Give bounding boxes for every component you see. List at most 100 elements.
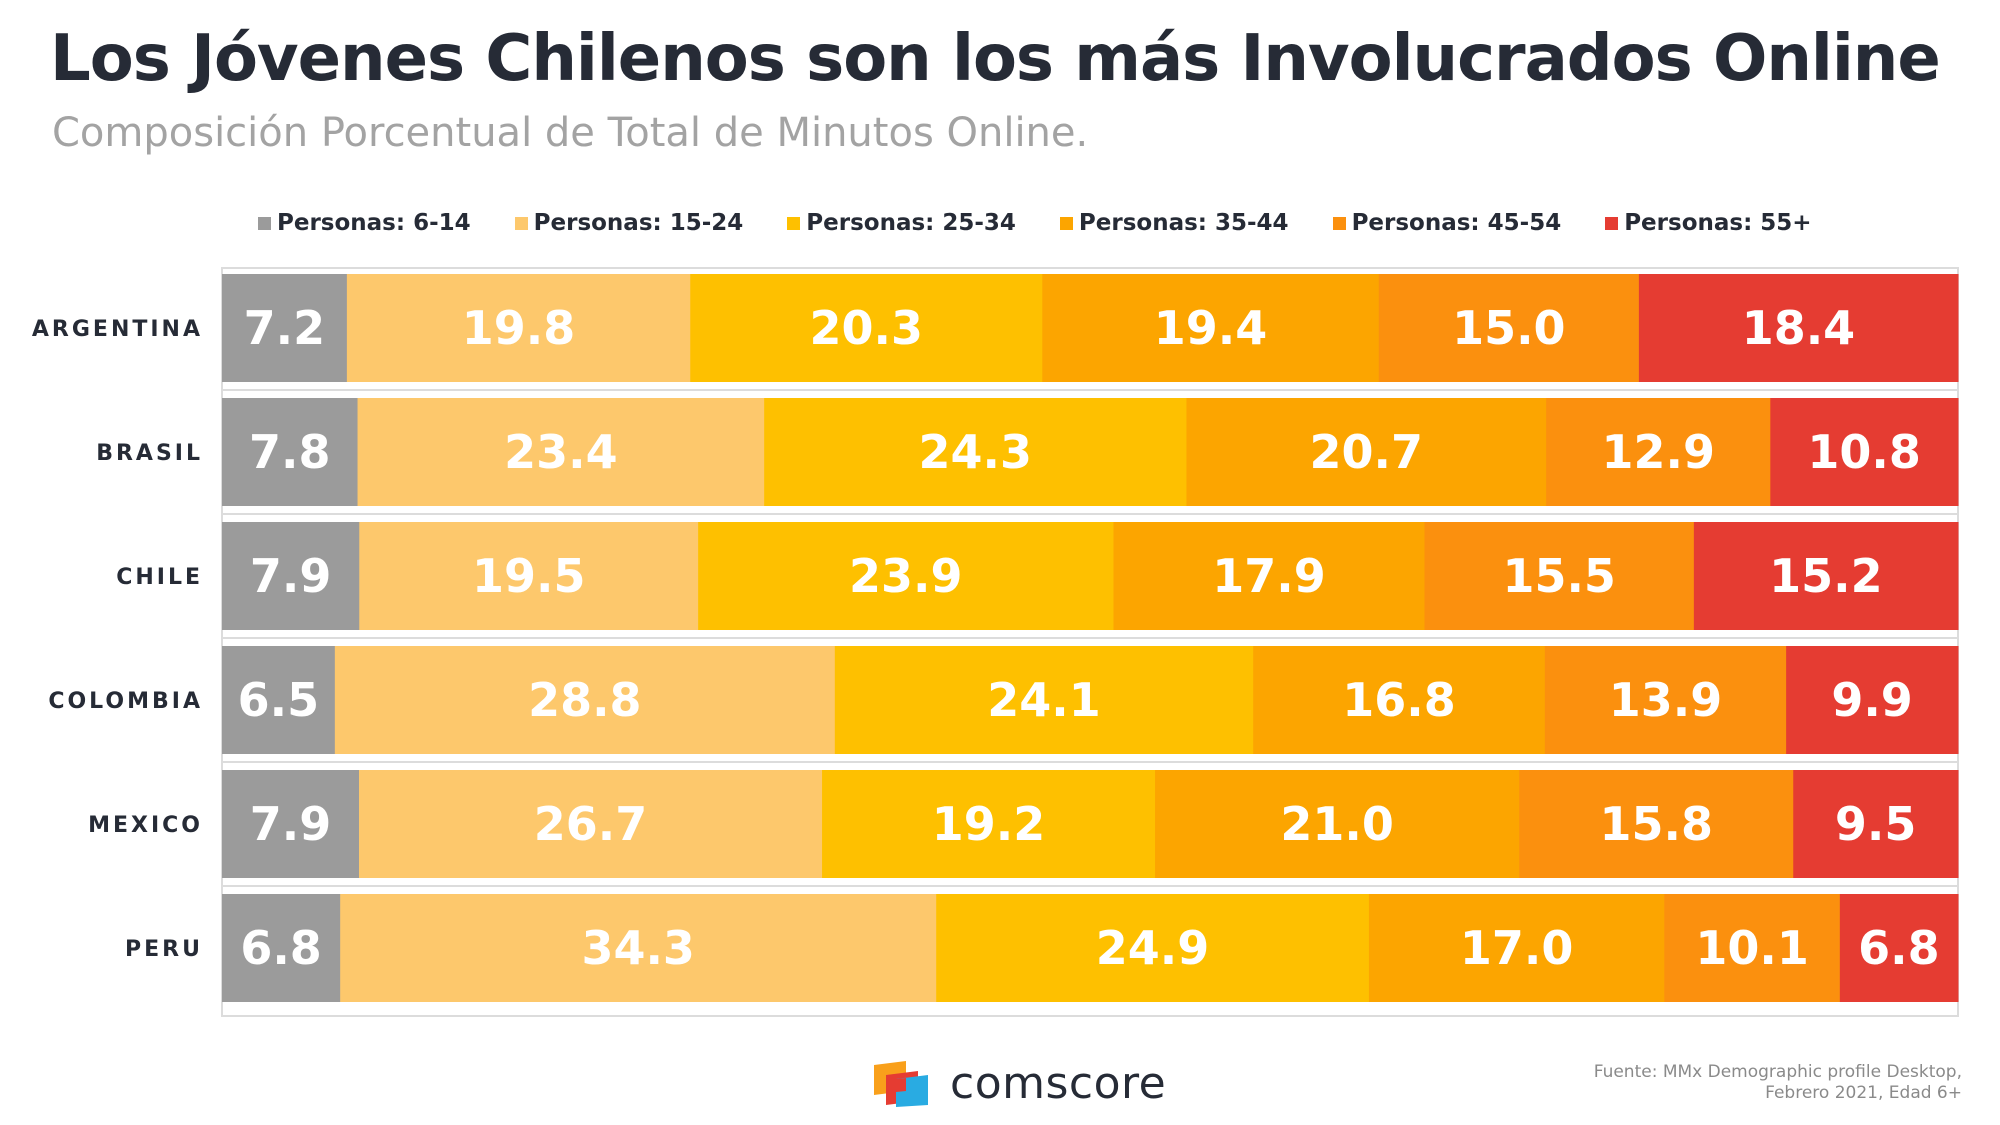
- value-label: 20.7: [1310, 425, 1424, 479]
- value-label: 12.9: [1601, 425, 1715, 479]
- value-label: 19.4: [1154, 301, 1268, 355]
- value-label: 17.0: [1460, 921, 1574, 975]
- logo-wordmark: comscore: [950, 1058, 1167, 1109]
- value-label: 17.9: [1212, 549, 1326, 603]
- bar-segment-peru-1: [340, 894, 937, 1002]
- bar-segment-argentina-3: [1042, 274, 1380, 382]
- chart-subtitle: Composición Porcentual de Total de Minut…: [52, 110, 1089, 156]
- value-label: 26.7: [534, 797, 648, 851]
- source-line-1: Fuente: MMx Demographic profile Desktop,: [1593, 1062, 1962, 1082]
- bar-segment-peru-4: [1664, 894, 1841, 1002]
- bar-segment-mexico-2: [822, 770, 1156, 878]
- value-label: 18.4: [1742, 301, 1856, 355]
- value-label: 9.9: [1831, 673, 1913, 727]
- value-label: 15.2: [1769, 549, 1883, 603]
- category-label-peru: PERU: [125, 937, 203, 962]
- legend-label: Personas: 45-54: [1351, 210, 1562, 236]
- legend-item-6-14: Personas: 6-14: [258, 210, 471, 236]
- bar-segment-brasil-3: [1186, 398, 1547, 506]
- value-label: 34.3: [581, 921, 695, 975]
- value-label: 24.9: [1096, 921, 1210, 975]
- bar-segment-mexico-1: [359, 770, 823, 878]
- value-label: 19.5: [472, 549, 586, 603]
- bar-segment-colombia-2: [834, 646, 1254, 754]
- bar-segment-colombia-4: [1544, 646, 1787, 754]
- bar-segment-brasil-0: [222, 398, 359, 506]
- legend-swatch: [787, 216, 801, 230]
- bar-segment-peru-2: [936, 894, 1370, 1002]
- value-label: 19.8: [462, 301, 576, 355]
- legend-item-35-44: Personas: 35-44: [1059, 210, 1289, 236]
- source-line-2: Febrero 2021, Edad 6+: [1765, 1083, 1962, 1103]
- chart-legend: Personas: 6-14 Personas: 15-24 Personas:…: [258, 208, 1856, 238]
- value-label: 7.8: [249, 425, 331, 479]
- bar-segment-argentina-1: [346, 274, 691, 382]
- bar-segment-chile-5: [1693, 522, 1959, 630]
- value-label: 15.8: [1599, 797, 1713, 851]
- value-label: 9.5: [1835, 797, 1917, 851]
- value-label: 23.9: [849, 549, 963, 603]
- plot-frame: [221, 267, 1959, 1017]
- legend-label: Personas: 55+: [1624, 210, 1812, 236]
- value-label: 16.8: [1342, 673, 1456, 727]
- value-label: 23.4: [504, 425, 618, 479]
- value-label: 15.0: [1452, 301, 1566, 355]
- legend-item-15-24: Personas: 15-24: [514, 210, 744, 236]
- bar-segment-brasil-5: [1770, 398, 1959, 506]
- legend-swatch: [1332, 216, 1346, 230]
- bar-segment-brasil-2: [764, 398, 1187, 506]
- bar-segment-mexico-5: [1793, 770, 1959, 878]
- value-label: 6.8: [1858, 921, 1940, 975]
- bar-segment-chile-0: [222, 522, 360, 630]
- bar-segment-chile-3: [1113, 522, 1426, 630]
- chart-title: Los Jóvenes Chilenos son los más Involuc…: [50, 22, 1941, 96]
- value-label: 28.8: [528, 673, 642, 727]
- bar-segment-peru-3: [1368, 894, 1665, 1002]
- value-label: 10.8: [1807, 425, 1921, 479]
- value-label: 21.0: [1280, 797, 1394, 851]
- bar-segment-colombia-1: [334, 646, 836, 754]
- bar-segment-colombia-3: [1253, 646, 1546, 754]
- bar-segment-chile-2: [698, 522, 1114, 630]
- value-label: 24.3: [919, 425, 1033, 479]
- bar-segment-chile-4: [1424, 522, 1695, 630]
- bar-segment-peru-5: [1839, 894, 1959, 1002]
- legend-swatch: [258, 216, 271, 230]
- bar-segment-brasil-1: [357, 398, 765, 506]
- bar-segment-mexico-4: [1519, 770, 1794, 878]
- legend-label: Personas: 35-44: [1078, 210, 1289, 236]
- value-label: 7.2: [244, 301, 326, 355]
- category-label-brasil: BRASIL: [96, 441, 203, 466]
- comscore-logo-icon: [874, 1060, 928, 1107]
- legend-swatch: [1059, 216, 1073, 230]
- value-label: 7.9: [250, 797, 332, 851]
- bar-segment-chile-1: [359, 522, 699, 630]
- legend-swatch: [1605, 216, 1619, 230]
- value-label: 13.9: [1609, 673, 1723, 727]
- value-label: 6.5: [238, 673, 320, 727]
- legend-item-45-54: Personas: 45-54: [1332, 210, 1562, 236]
- category-label-chile: CHILE: [116, 565, 203, 590]
- bar-segment-argentina-4: [1378, 274, 1640, 382]
- bar-segment-mexico-0: [222, 770, 360, 878]
- legend-label: Personas: 25-34: [806, 210, 1016, 236]
- bar-segment-argentina-5: [1638, 274, 1959, 382]
- value-label: 10.1: [1695, 921, 1809, 975]
- value-label: 24.1: [987, 673, 1101, 727]
- value-label: 19.2: [932, 797, 1046, 851]
- legend-item-55-plus: Personas: 55+: [1605, 210, 1812, 236]
- legend-label: Personas: 15-24: [533, 210, 744, 236]
- legend-swatch: [514, 216, 528, 230]
- category-label-argentina: ARGENTINA: [32, 317, 203, 342]
- legend-item-25-34: Personas: 25-34: [787, 210, 1016, 236]
- category-label-colombia: COLOMBIA: [48, 689, 203, 714]
- bar-segment-peru-0: [222, 894, 341, 1002]
- value-label: 7.9: [250, 549, 332, 603]
- bar-segment-colombia-0: [222, 646, 336, 754]
- comscore-logo: comscore: [872, 1058, 1166, 1109]
- bar-segment-colombia-5: [1786, 646, 1959, 754]
- value-label: 15.5: [1502, 549, 1616, 603]
- source-note: Fuente: MMx Demographic profile Desktop,…: [1542, 1062, 1962, 1104]
- bar-segment-mexico-3: [1155, 770, 1520, 878]
